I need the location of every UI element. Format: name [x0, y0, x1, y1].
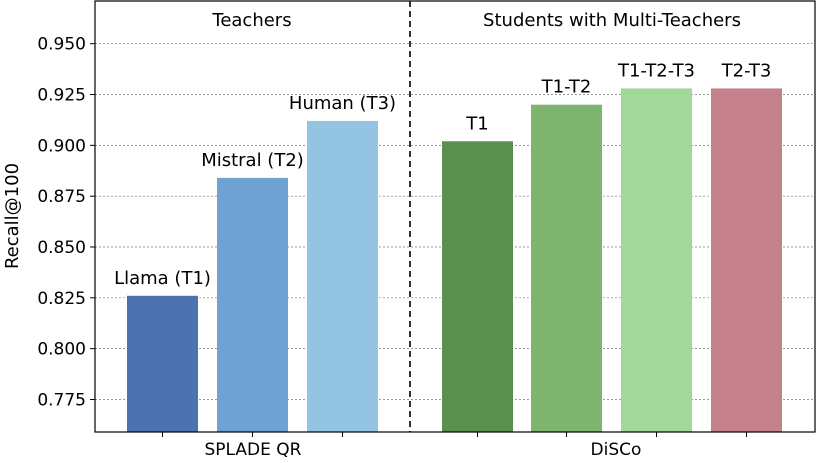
y-tick-label: 0.875	[37, 187, 86, 207]
bar-label: Mistral (T2)	[201, 150, 304, 171]
section-title: Teachers	[211, 10, 291, 31]
bar	[442, 141, 513, 432]
bar	[217, 177, 288, 432]
y-tick-label: 0.825	[37, 289, 86, 309]
y-tick-label: 0.800	[37, 340, 86, 360]
section-title: Students with Multi-Teachers	[483, 10, 741, 31]
bar	[621, 88, 692, 433]
y-tick-label: 0.925	[37, 86, 86, 106]
y-tick-label: 0.850	[37, 238, 86, 258]
bar-label: T1	[465, 113, 488, 134]
x-group-label: DiSCo	[591, 440, 642, 459]
bar-label: T2-T3	[721, 60, 772, 81]
bar-label: T1-T2	[541, 77, 592, 98]
y-tick-label: 0.900	[37, 136, 86, 156]
bar	[307, 120, 378, 432]
bar	[711, 88, 782, 433]
y-tick-label: 0.950	[37, 35, 86, 55]
bar-label: Llama (T1)	[114, 268, 211, 289]
y-tick-label: 0.775	[37, 390, 86, 410]
bar	[127, 295, 198, 432]
bar	[531, 104, 602, 432]
plot-frame	[94, 0, 816, 433]
bar-label: Human (T3)	[289, 93, 396, 114]
bar-label: T1-T2-T3	[617, 60, 695, 81]
y-axis-label: Recall@100	[2, 163, 23, 269]
x-group-label: SPLADE QR	[205, 440, 302, 459]
